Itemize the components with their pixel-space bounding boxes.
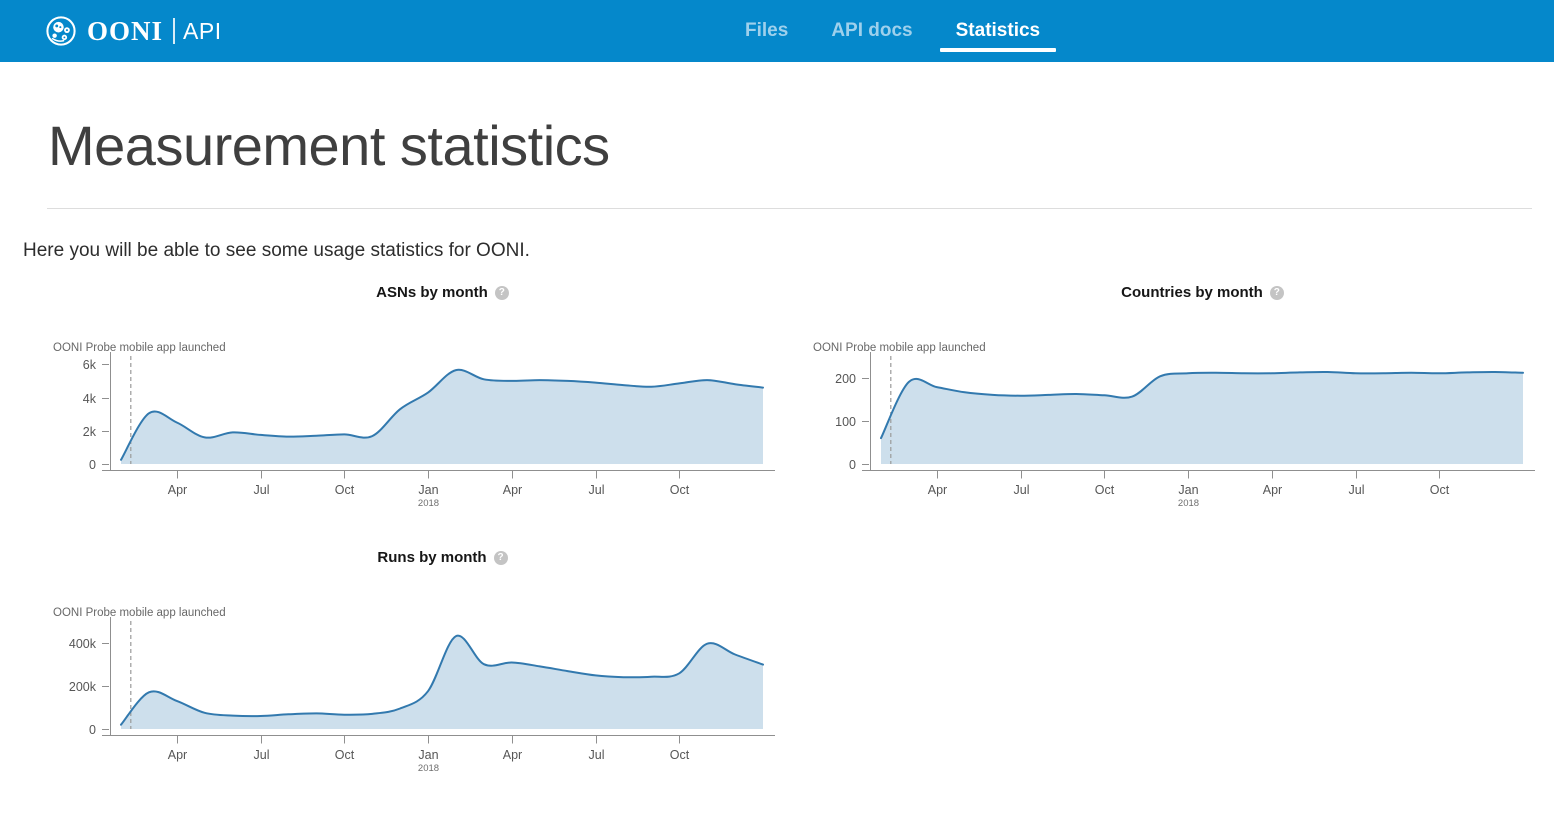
svg-text:Apr: Apr (503, 748, 522, 762)
svg-text:0: 0 (89, 458, 96, 472)
ooni-home-link[interactable]: OONI API (44, 14, 222, 48)
title-divider (47, 208, 1532, 209)
svg-text:2018: 2018 (418, 763, 439, 774)
svg-text:0: 0 (849, 458, 856, 472)
area-chart-countries-by-month: 0 100 200 Apr Jul Oct Jan2018 Apr Jul Oct OONI Pro… (760, 335, 1535, 513)
svg-text:OONI Probe mobile app launched: OONI Probe mobile app launched (53, 607, 226, 619)
page-content: Measurement statistics Here you will be … (0, 114, 1554, 778)
svg-text:Apr: Apr (168, 483, 187, 497)
svg-text:Jan: Jan (418, 483, 438, 497)
svg-text:Oct: Oct (335, 748, 355, 762)
svg-text:Oct: Oct (335, 483, 355, 497)
area-chart-asns-by-month: 0 2k 4k 6k Apr Jul Oct Jan2018 Apr Jul Oct OONI Pro… (0, 335, 775, 513)
svg-text:Jul: Jul (1014, 483, 1030, 497)
ooni-octopus-logo-icon (44, 14, 78, 48)
nav-item-api-docs[interactable]: API docs (814, 0, 929, 62)
chart-title-runs: Runs by month (377, 549, 486, 566)
svg-text:400k: 400k (69, 637, 97, 651)
page-title: Measurement statistics (48, 114, 1554, 178)
chart-title-countries: Countries by month (1121, 284, 1263, 301)
svg-text:2018: 2018 (418, 498, 439, 509)
svg-text:6k: 6k (83, 358, 97, 372)
svg-text:OONI Probe mobile app launched: OONI Probe mobile app launched (813, 342, 986, 354)
svg-text:Apr: Apr (168, 748, 187, 762)
logo-divider (173, 18, 175, 44)
intro-text: Here you will be able to see some usage … (23, 240, 1554, 262)
svg-text:0: 0 (89, 723, 96, 737)
main-nav: Files API docs Statistics (728, 0, 1057, 62)
chart-block-runs-by-month: Runs by month ? 0 200k 400k Apr Jul Oct Jan201… (0, 549, 775, 778)
svg-text:2k: 2k (83, 425, 97, 439)
svg-text:100: 100 (835, 415, 856, 429)
svg-text:Apr: Apr (1263, 483, 1282, 497)
nav-item-statistics[interactable]: Statistics (939, 0, 1057, 62)
nav-item-files[interactable]: Files (728, 0, 805, 62)
svg-text:Oct: Oct (1095, 483, 1115, 497)
chart-block-countries-by-month: Countries by month ? 0 100 200 Apr Jul Oct Jan… (760, 284, 1535, 513)
brand-sub-api: API (183, 18, 222, 45)
svg-text:2018: 2018 (1178, 498, 1199, 509)
svg-text:Jul: Jul (589, 483, 605, 497)
svg-text:Apr: Apr (928, 483, 947, 497)
svg-text:200: 200 (835, 372, 856, 386)
help-icon[interactable]: ? (495, 286, 509, 300)
chart-title-asns: ASNs by month (376, 284, 488, 301)
charts-grid: ASNs by month ? 02k4k6kAprJulOctJan2018A… (0, 284, 1554, 778)
chart-title-row: Countries by month ? (870, 284, 1535, 301)
svg-text:Jan: Jan (418, 748, 438, 762)
chart-title-row: ASNs by month ? (110, 284, 775, 301)
app-header: OONI API Files API docs Statistics (0, 0, 1554, 62)
svg-text:Jan: Jan (1178, 483, 1198, 497)
svg-text:Oct: Oct (1430, 483, 1450, 497)
chart-block-asns-by-month: ASNs by month ? 0 2k 4k 6k Apr Jul Oct Jan2018 A… (0, 284, 775, 513)
svg-text:OONI Probe mobile app launched: OONI Probe mobile app launched (53, 342, 226, 354)
area-chart-runs-by-month: 0 200k 400k Apr Jul Oct Jan2018 Apr Jul Oct OONI P… (0, 600, 775, 778)
svg-text:4k: 4k (83, 392, 97, 406)
svg-text:Jul: Jul (254, 748, 270, 762)
svg-text:Apr: Apr (503, 483, 522, 497)
svg-text:Jul: Jul (589, 748, 605, 762)
svg-text:Oct: Oct (670, 483, 690, 497)
brand-name: OONI (87, 16, 163, 47)
chart-title-row: Runs by month ? (110, 549, 775, 566)
svg-text:200k: 200k (69, 680, 97, 694)
svg-text:Jul: Jul (1349, 483, 1365, 497)
help-icon[interactable]: ? (1270, 286, 1284, 300)
svg-text:Jul: Jul (254, 483, 270, 497)
svg-text:Oct: Oct (670, 748, 690, 762)
help-icon[interactable]: ? (494, 551, 508, 565)
